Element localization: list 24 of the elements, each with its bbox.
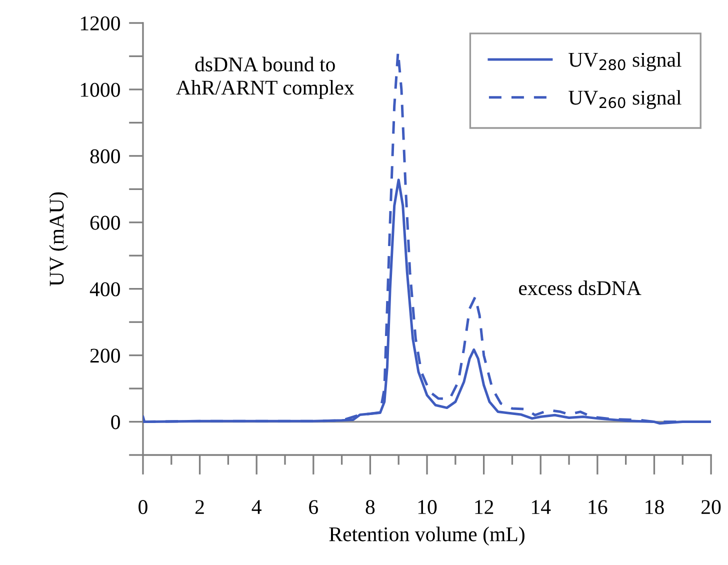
y-tick-label: 1200 [80, 16, 120, 30]
annotation: dsDNA bound to AhR/ARNT complex [176, 56, 354, 99]
y-axis-title: UV (mAU) [49, 192, 68, 286]
x-tick-label: 16 [588, 500, 608, 514]
x-tick-label: 0 [138, 500, 148, 514]
x-tick-label: 20 [702, 500, 721, 514]
x-axis-title: Retention volume (mL) [329, 526, 524, 546]
y-tick-label: 0 [111, 415, 120, 430]
legend-label: UV$_{260}$ signal [568, 90, 682, 110]
x-tick-label: 12 [475, 500, 494, 514]
x-tick-label: 8 [366, 500, 375, 514]
x-tick-label: 18 [646, 500, 664, 514]
annotation: excess dsDNA [519, 280, 642, 296]
x-tick-label: 6 [309, 500, 318, 514]
y-tick-label: 600 [90, 216, 120, 230]
y-tick-label: 200 [90, 348, 120, 363]
x-tick-label: 4 [252, 500, 262, 514]
x-tick-label: 10 [418, 500, 437, 514]
x-tick-label: 2 [195, 500, 204, 514]
y-tick-label: 400 [90, 282, 120, 296]
y-tick-label: 800 [90, 149, 120, 164]
legend-label: UV$_{280}$ signal [568, 52, 682, 72]
y-tick-label: 1000 [80, 82, 120, 97]
x-tick-label: 14 [532, 500, 551, 514]
